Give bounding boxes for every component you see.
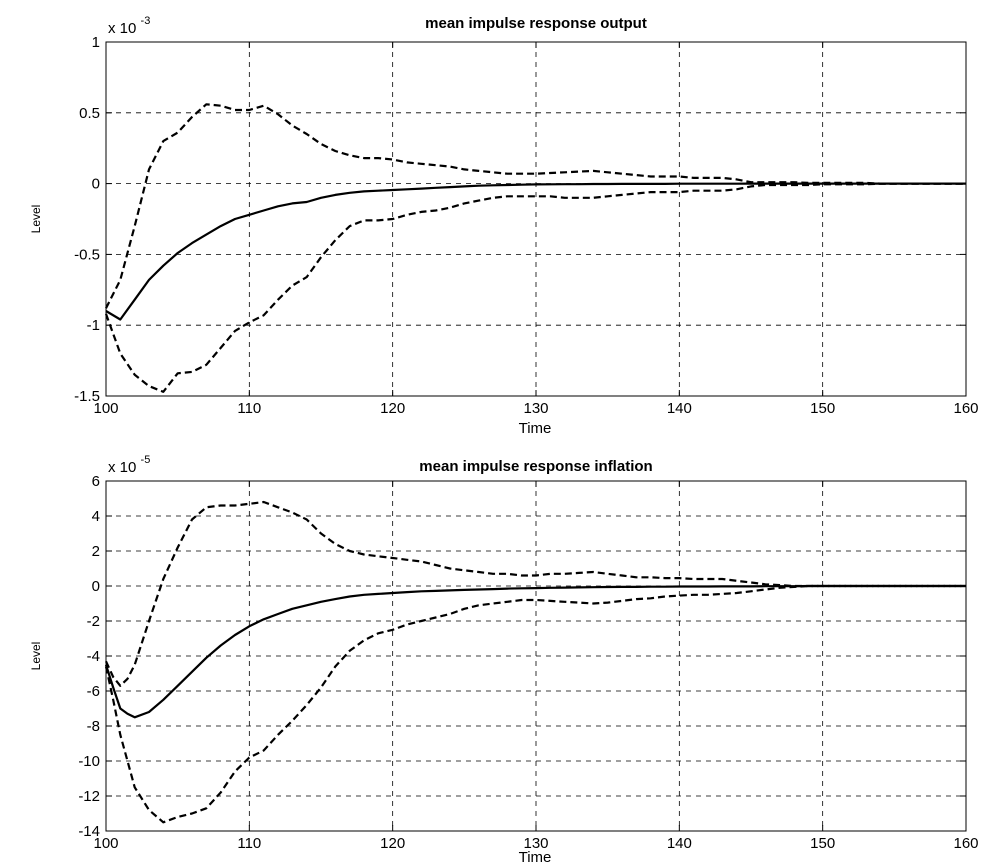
inflation-y-tick-label: 6 [92, 473, 100, 490]
inflation-y-tick-label: -12 [78, 788, 100, 805]
output-upper-band-line [105, 103, 966, 309]
output-x-tick-label: 100 [93, 400, 118, 417]
output-chart-title: mean impulse response output [425, 15, 647, 32]
inflation-y-tick-label: -6 [87, 683, 100, 700]
output-x-tick-label: 120 [380, 400, 405, 417]
inflation-lower-band-line [104, 584, 966, 824]
output-scale-base: x 10 [108, 20, 136, 37]
inflation-y-tick-label: 0 [92, 578, 100, 595]
inflation-y-tick-label: -14 [78, 823, 100, 840]
output-scale-label: x 10 -3 [108, 15, 150, 37]
inflation-x-tick-label: 120 [380, 835, 405, 852]
inflation-y-tick-label: -2 [87, 613, 100, 630]
inflation-y-tick-label: 4 [92, 508, 100, 525]
inflation-scale-base: x 10 [108, 459, 136, 476]
inflation-y-tick-label: -4 [87, 648, 100, 665]
inflation-x-axis-label: Time [519, 849, 552, 865]
output-x-tick-label: 150 [810, 400, 835, 417]
inflation-x-tick-label: 140 [667, 835, 692, 852]
output-y-axis-label: Level [29, 205, 43, 234]
output-y-tick-label: -0.5 [74, 246, 100, 263]
output-y-tick-label: 0 [92, 176, 100, 193]
output-y-tick-label: -1 [87, 317, 100, 334]
output-x-tick-label: 110 [237, 400, 261, 417]
inflation-chart-title: mean impulse response inflation [419, 458, 652, 475]
output-x-tick-label: 130 [523, 400, 548, 417]
output-x-tick-label: 140 [667, 400, 692, 417]
output-panel: 100 110 120 130 140 150 160 -1.5 -1 -0.5 0 0.5 1 mea… [29, 15, 979, 437]
inflation-tick-labels: 100 110 120 130 140 150 160 -14 -12 -10 -8 -6 -4 -2 0 2… [78, 473, 978, 852]
inflation-scale-exponent: -5 [141, 454, 151, 466]
inflation-x-tick-label: 150 [810, 835, 835, 852]
inflation-x-tick-label: 160 [953, 835, 978, 852]
inflation-panel: 100 110 120 130 140 150 160 -14 -12 -10 -8 -6 -4 -2 0 2… [29, 454, 979, 865]
inflation-scale-label: x 10 -5 [108, 454, 150, 476]
inflation-x-tick-label: 100 [93, 835, 118, 852]
output-series-group [104, 103, 966, 393]
output-y-tick-label: 1 [92, 34, 100, 51]
output-x-tick-label: 160 [953, 400, 978, 417]
inflation-gridlines [106, 481, 966, 831]
inflation-y-tick-label: 2 [92, 543, 100, 560]
inflation-series-group [104, 500, 966, 824]
output-mean-line [105, 182, 966, 321]
inflation-y-tick-label: -8 [87, 718, 100, 735]
output-tick-labels: 100 110 120 130 140 150 160 -1.5 -1 -0.5 0 0.5 1 [74, 34, 978, 417]
output-y-tick-label: -1.5 [74, 388, 100, 405]
inflation-x-tick-label: 110 [237, 835, 261, 852]
inflation-y-tick-label: -10 [78, 753, 100, 770]
inflation-x-tick-label: 130 [523, 835, 548, 852]
output-scale-exponent: -3 [141, 15, 151, 27]
output-y-tick-label: 0.5 [79, 105, 100, 122]
output-x-axis-label: Time [519, 420, 552, 437]
inflation-y-axis-label: Level [29, 642, 43, 671]
